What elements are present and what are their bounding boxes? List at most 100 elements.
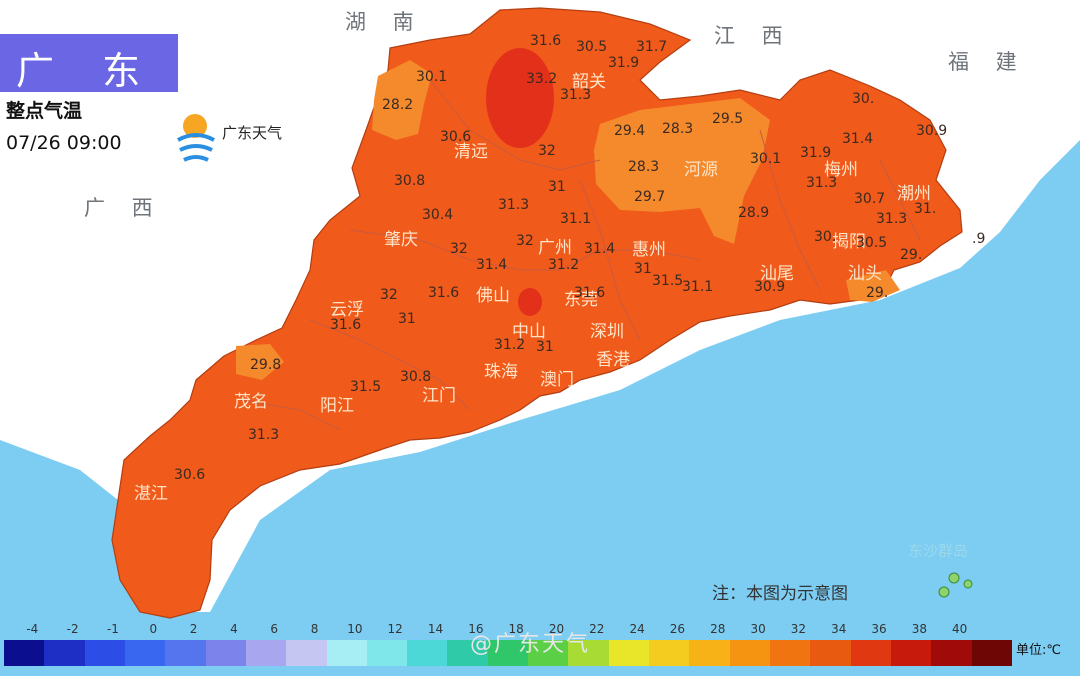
temperature-value: 31.3 [806,175,838,191]
city-label: 汕尾 [760,264,794,284]
legend-swatch [245,640,287,666]
hot-spot-foshan [518,288,542,316]
province-label: 湖 南 [345,10,424,34]
city-label: 澳门 [540,370,574,390]
legend-swatch [366,640,408,666]
temperature-value: 31.4 [476,257,508,273]
legend-unit: 单位:℃ [1016,643,1061,658]
legend-swatch [4,640,45,666]
city-label: 肇庆 [384,230,418,250]
city-label: 汕头 [848,264,882,284]
legend-swatch [407,640,448,666]
temperature-value: 31.1 [560,211,592,227]
legend-swatch [326,640,367,666]
legend-tick-label: 14 [427,622,444,636]
temperature-value: 31.2 [494,337,526,353]
temperature-value: 31 [634,261,652,277]
province-label: 福 建 [948,50,1027,74]
temperature-value: 29.7 [634,189,666,205]
province-label: 广 西 [84,196,163,220]
map-subtitle: 整点气温 [6,100,83,122]
hot-spot-shaoguan [486,48,554,148]
temperature-value: 32 [538,143,556,159]
temperature-value: 29.4 [614,123,646,139]
legend-tick-label: 30 [750,622,766,636]
legend-swatch [649,640,690,666]
dongsha-label: 东沙群岛 [908,542,969,560]
legend-swatch [44,640,85,666]
legend-swatch [124,640,166,666]
title-box: 广 东 [0,34,178,93]
city-label: 东莞 [564,290,598,310]
legend-tick-label: -4 [26,622,39,636]
city-label: 清远 [454,142,488,162]
legend-swatch [689,640,730,666]
legend-tick-label: 26 [669,622,686,636]
legend-tick-label: 40 [952,622,968,636]
legend-tick-label: 32 [790,622,807,636]
city-label: 阳江 [320,396,354,416]
legend-swatch [165,640,206,666]
temperature-value: 31.9 [608,55,640,71]
legend-swatch [205,640,246,666]
temperature-value: 31.6 [530,33,562,49]
temperature-value: 30.7 [854,191,886,207]
temperature-value: 31.3 [876,211,908,227]
legend-swatch [971,640,1012,666]
temperature-value: 29.5 [712,111,744,127]
legend-tick-label: 24 [629,622,645,636]
watermark: @广东天气 [470,632,591,657]
city-label: 中山 [512,322,546,342]
temperature-value: 29.8 [250,357,282,373]
sea-area [0,140,1080,676]
legend-swatch [931,640,972,666]
temperature-value: 31.7 [636,39,668,55]
legend-tick-label: 0 [149,622,158,636]
legend-tick-label: 36 [871,622,887,636]
legend-swatch [729,640,770,666]
temperature-value: 28.3 [662,121,694,137]
legend-tick-label: -1 [106,622,119,636]
temperature-value: 31.6 [330,317,362,333]
temperature-value: 31. [914,201,937,217]
legend-swatch [447,640,488,666]
brand-name: 广东天气 [222,124,283,142]
temperature-value: 30.5 [856,235,888,251]
temperature-value: 31.3 [498,197,530,213]
legend-swatch [810,640,851,666]
cool-zone-maoming [236,344,284,380]
temperature-value: 31.6 [428,285,460,301]
map-title: 广 东 [16,49,159,93]
sun-wave-logo-icon [177,114,215,162]
legend-tick-label: 28 [710,622,726,636]
map-note: 注：本图为示意图 [712,584,848,604]
temperature-value: 31.5 [350,379,382,395]
city-label: 广州 [538,238,572,258]
legend-swatch [487,640,529,666]
cool-zone-shantou [846,270,900,302]
temperature-value: 31 [548,179,566,195]
temperature-value: 31.3 [560,87,592,103]
legend-tick-label: 20 [548,622,565,636]
province-label: 江 西 [714,24,793,48]
legend-swatch [890,640,932,666]
temperature-value: 31.9 [800,145,832,161]
dongsha-island [948,572,960,584]
city-label: 揭阳 [832,232,866,252]
temperature-value: 31.2 [548,257,580,273]
temperature-value: 31 [398,311,416,327]
legend-tick-label: 10 [347,622,363,636]
legend-tick-label: 34 [831,622,847,636]
temperature-value: 30.1 [416,69,448,85]
temperature-value: 30.4 [422,207,454,223]
legend-swatch [850,640,891,666]
temperature-value: 31.6 [574,285,606,301]
temperature-value: 31.1 [682,279,714,295]
temperature-value: 28.9 [738,205,770,221]
temperature-value: 29. [900,247,923,263]
temperature-value: 31.3 [248,427,280,443]
legend-tick-label: 2 [189,622,198,636]
temperature-value: 30. [852,91,875,107]
